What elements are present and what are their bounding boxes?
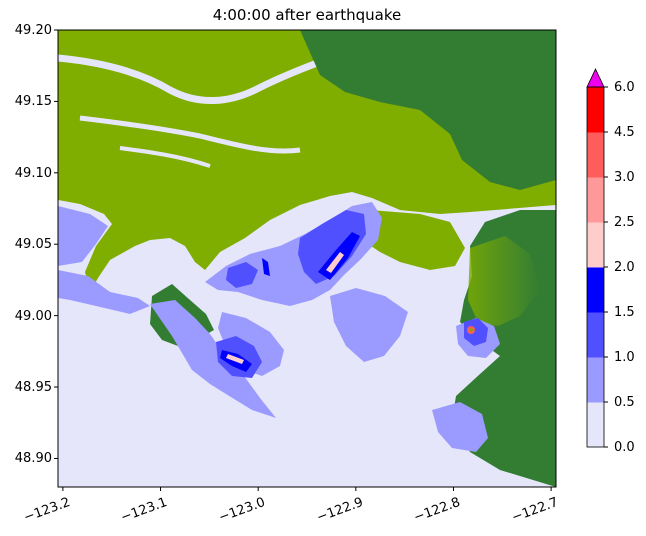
- land-upland-north: [300, 30, 556, 190]
- flood-band-high: [226, 354, 244, 364]
- flood-band-peak: [469, 328, 473, 332]
- colorbar-extend-max: [586, 68, 605, 88]
- y-tick-label: 48.95: [14, 380, 52, 396]
- y-tick-label: 48.90: [14, 451, 52, 467]
- colorbar-tick-label: 3.0: [614, 170, 635, 185]
- flood-band-1.0-1.5: [298, 210, 366, 284]
- y-ticks: [54, 29, 58, 459]
- flood-band-1.0-1.5: [464, 318, 488, 346]
- y-tick-label: 49.00: [14, 308, 52, 324]
- colorbar-swatch: [587, 222, 604, 268]
- flood-band-high: [326, 252, 344, 273]
- land-lowland-south-edge: [468, 236, 540, 326]
- river-channel: [79, 115, 301, 154]
- axes-frame: [57, 29, 557, 488]
- colorbar-swatch: [587, 402, 604, 448]
- colorbar-swatch: [587, 87, 604, 133]
- x-ticks: [62, 487, 552, 491]
- colorbar-tick-label: 0.0: [614, 440, 635, 455]
- flood-band-0.5-1.0: [150, 300, 276, 418]
- colorbar-tick-label: 2.0: [614, 260, 635, 275]
- y-tick-label: 49.15: [14, 94, 52, 110]
- flood-band-0.5-1.0: [58, 206, 108, 266]
- flood-band-0.5-1.0: [330, 288, 408, 362]
- flood-band-0.5-1.0: [58, 270, 150, 314]
- colorbar-tick-label: 1.5: [614, 305, 635, 320]
- y-tick-label: 49.05: [14, 237, 52, 253]
- y-tick-label: 49.20: [14, 23, 52, 38]
- colorbar-swatch: [587, 267, 604, 313]
- flood-band-1.5-2.0: [262, 258, 270, 276]
- colorbar-tick-label: 4.5: [614, 125, 635, 140]
- colorbar-tick-label: 6.0: [614, 80, 635, 95]
- flood-band-0.5-1.0: [432, 402, 488, 452]
- colorbar-tick-label: 0.5: [614, 395, 635, 410]
- map-area: [58, 30, 556, 487]
- colorbar-tick-label: 2.5: [614, 215, 635, 230]
- land-lowland-boundary-bay: [362, 210, 465, 270]
- chart-title: 4:00:00 after earthquake: [212, 6, 402, 24]
- colorbar: [586, 68, 608, 448]
- river-channel: [119, 146, 211, 168]
- colorbar-tick-label: 1.0: [614, 350, 635, 365]
- colorbar-swatch: [587, 132, 604, 178]
- y-tick-label: 49.10: [14, 165, 52, 181]
- colorbar-swatch: [587, 357, 604, 403]
- colorbar-swatch: [587, 312, 604, 358]
- flood-band-1.0-1.5: [226, 262, 258, 288]
- colorbar-swatch: [587, 177, 604, 223]
